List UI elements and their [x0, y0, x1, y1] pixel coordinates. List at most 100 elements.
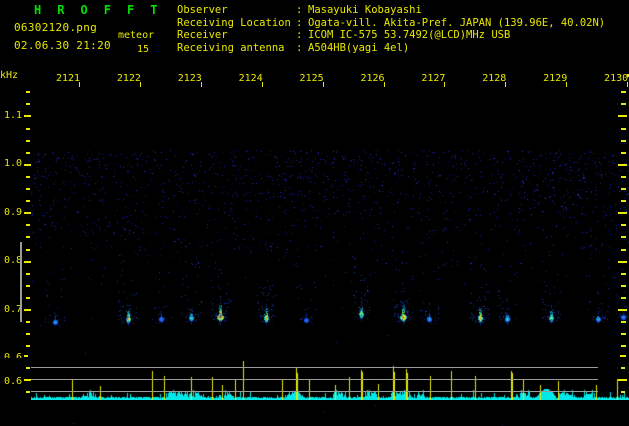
- y-axis-right-minor-tick: [621, 333, 626, 336]
- y-axis-right-minor-tick: [621, 272, 626, 275]
- x-axis-tick: [261, 82, 263, 87]
- metadata-key: Receiving Location: [177, 16, 291, 29]
- strip-gridline: [31, 391, 598, 392]
- y-axis-right-minor-tick: [621, 296, 626, 299]
- y-axis-minor-tick: [26, 224, 30, 227]
- y-axis-right-major-tick: [618, 163, 627, 166]
- y-axis-right-minor-tick: [621, 200, 626, 203]
- strip-y-tick: [24, 355, 28, 357]
- y-axis-label: 0.7: [3, 303, 22, 315]
- metadata-separator: :: [296, 16, 303, 29]
- y-axis-minor-tick: [26, 248, 30, 251]
- app-title: H R O F F T: [34, 3, 162, 17]
- y-axis-right-major-tick: [618, 212, 627, 215]
- metadata-key: Receiver: [177, 29, 228, 42]
- y-axis-label: 0.6: [0, 352, 22, 363]
- x-axis-label: 2123: [177, 73, 202, 84]
- strip-y-tick-right: [621, 391, 625, 393]
- y-axis-right-minor-tick: [621, 127, 626, 130]
- metadata-key: Receiving antenna: [177, 41, 285, 54]
- y-axis-right-minor-tick: [621, 175, 626, 178]
- metadata-separator: :: [296, 29, 303, 42]
- x-axis-label: 2128: [482, 73, 507, 84]
- y-axis-right-major-tick: [618, 260, 627, 263]
- metadata-key: Observer: [177, 4, 228, 16]
- x-axis-tick: [200, 82, 202, 87]
- strip-y-tick: [26, 367, 30, 369]
- x-axis-tick: [139, 82, 141, 87]
- y-axis-right-major-tick: [618, 115, 627, 118]
- amplitude-scale-bar: [20, 242, 22, 322]
- strip-y-tick-right: [621, 367, 625, 369]
- metadata-separator: :: [296, 4, 303, 16]
- plot-area: 1.1 1.0 0.9 0.8 0.7 0.6 2121 2122 2123 2124 2125 2…: [0, 68, 629, 426]
- strip-y-tick: [24, 379, 31, 381]
- metadata-row: Observer: Masayuki Kobayashi: [177, 4, 605, 17]
- y-axis-major-tick: [24, 163, 31, 166]
- y-axis-right-minor-tick: [621, 139, 626, 142]
- y-axis-right-minor-tick: [621, 321, 626, 324]
- meteor-count-value: 15: [137, 44, 150, 55]
- meteor-count-label: meteor: [118, 30, 155, 41]
- y-axis-minor-tick: [26, 284, 30, 287]
- y-axis-minor-tick: [26, 103, 30, 106]
- y-axis-major-tick: [24, 115, 31, 118]
- metadata-value: Ogata-vill. Akita-Pref. JAPAN (139.96E, …: [308, 16, 606, 29]
- x-axis-label: 2127: [421, 73, 446, 84]
- y-axis-minor-tick: [26, 200, 30, 203]
- y-axis-label: 1.1: [3, 109, 22, 121]
- y-axis-major-tick: [24, 212, 31, 215]
- x-axis-tick-end: [627, 74, 629, 77]
- y-axis-minor-tick: [26, 321, 30, 324]
- y-axis-minor-tick: [26, 188, 30, 191]
- x-axis-tick: [566, 82, 568, 87]
- x-axis-tick: [627, 82, 629, 87]
- y-axis-minor-tick: [26, 127, 30, 130]
- metadata-value: A504HB(yagi 4el): [308, 41, 410, 54]
- x-axis-tick: [505, 82, 507, 87]
- strip-gridline: [31, 379, 598, 380]
- y-axis-label: 1.0: [3, 158, 22, 170]
- y-axis-label: 0.8: [3, 255, 22, 267]
- y-axis-label: 0.9: [3, 206, 22, 218]
- y-axis-right-minor-tick: [621, 103, 626, 106]
- x-axis-tick: [444, 82, 446, 87]
- y-axis-minor-tick: [26, 236, 30, 239]
- strip-y-label: 0.6: [3, 376, 22, 387]
- metadata-row: Receiving Location: Ogata-vill. Akita-Pre…: [177, 17, 605, 30]
- x-axis-label: 2121: [55, 73, 81, 84]
- file-name-label: 06302120.png: [14, 21, 98, 34]
- x-axis-label: 2130: [604, 73, 629, 84]
- y-axis-major-tick: [24, 260, 31, 263]
- y-axis-minor-tick: [26, 345, 30, 348]
- date-time-label: 02.06.30 21:20: [14, 39, 111, 52]
- metadata-value: ICOM IC-575 53.7492(@LCD)MHz USB: [308, 29, 511, 42]
- y-axis-right-minor-tick: [621, 188, 626, 191]
- y-axis-minor-tick: [26, 91, 30, 94]
- y-axis-minor-tick: [26, 139, 30, 142]
- y-axis-right-minor-tick: [621, 236, 626, 239]
- metadata-row: Receiving antenna: A504HB(yagi 4el): [177, 42, 605, 55]
- amplitude-strip-chart[interactable]: 0.6: [0, 355, 629, 400]
- x-axis-tick: [79, 82, 80, 87]
- y-axis-right-minor-tick: [621, 91, 626, 94]
- metadata-row: Receiver: ICOM IC-575 53.7492(@LCD)MHz US…: [177, 29, 605, 42]
- metadata-separator: :: [296, 41, 303, 54]
- y-axis-major-tick: [24, 309, 31, 312]
- y-axis-right-major-tick: [618, 309, 627, 312]
- y-axis-minor-tick: [26, 296, 30, 299]
- x-axis-label: 2125: [299, 73, 324, 84]
- header-panel: H R O F F T 06302120.png 02.06.30 21:20 …: [0, 0, 629, 68]
- x-axis-label: 2124: [238, 73, 263, 84]
- strip-y-tick-right: [620, 355, 626, 357]
- y-axis-minor-tick: [26, 333, 30, 336]
- strip-y-tick: [26, 391, 30, 393]
- y-axis-right-minor-tick: [621, 248, 626, 251]
- y-axis-right-minor-tick: [621, 224, 626, 227]
- x-axis-label: 2129: [543, 73, 568, 84]
- y-axis-minor-tick: [26, 151, 30, 154]
- strip-y-tick-right: [618, 379, 627, 381]
- metadata-value: Masayuki Kobayashi: [308, 4, 422, 16]
- x-axis-label: 2122: [116, 73, 141, 84]
